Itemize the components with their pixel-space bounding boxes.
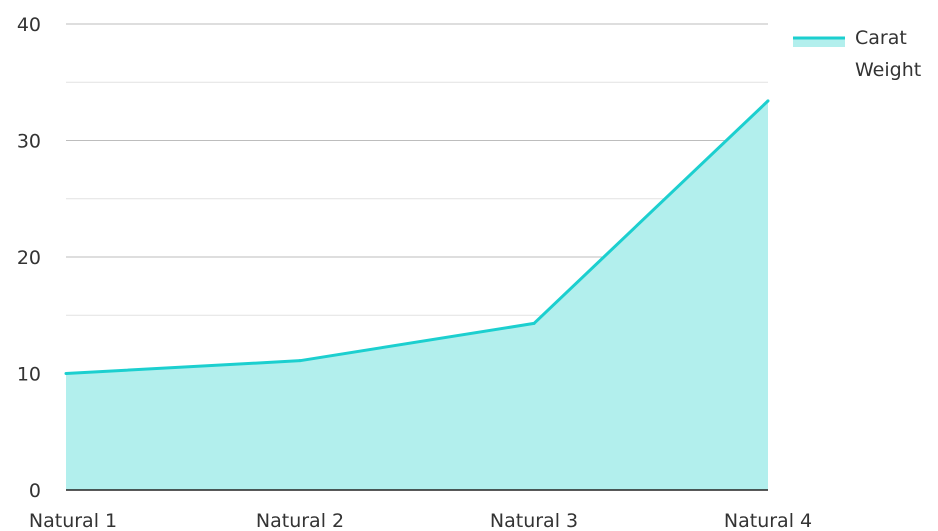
data-point-3 — [532, 321, 536, 325]
x-axis-tick-labels: Natural 1 Natural 2 Natural 3 Natural 4 — [29, 510, 812, 531]
area-fill-carat-weight — [66, 100, 768, 490]
x-tick-label: Natural 1 — [29, 510, 117, 531]
x-tick-label: Natural 2 — [256, 510, 344, 531]
y-tick-label: 40 — [17, 14, 41, 36]
legend-label-line-2: Weight — [855, 59, 921, 81]
data-point-4 — [766, 99, 770, 103]
series-line-carat-weight — [65, 99, 770, 375]
data-point-1 — [64, 372, 68, 375]
legend[interactable]: Carat Weight — [793, 27, 921, 81]
legend-label-line-1: Carat — [855, 27, 907, 49]
y-axis-tick-labels: 0 10 20 30 40 — [17, 14, 41, 502]
x-tick-label: Natural 3 — [490, 510, 578, 531]
x-tick-label: Natural 4 — [724, 510, 812, 531]
y-tick-label: 10 — [17, 364, 41, 386]
y-tick-label: 0 — [29, 480, 41, 502]
data-points — [64, 99, 770, 375]
legend-swatch-carat-weight — [793, 38, 845, 47]
data-point-2 — [298, 359, 302, 363]
y-tick-label: 30 — [17, 131, 41, 153]
y-tick-label: 20 — [17, 247, 41, 269]
